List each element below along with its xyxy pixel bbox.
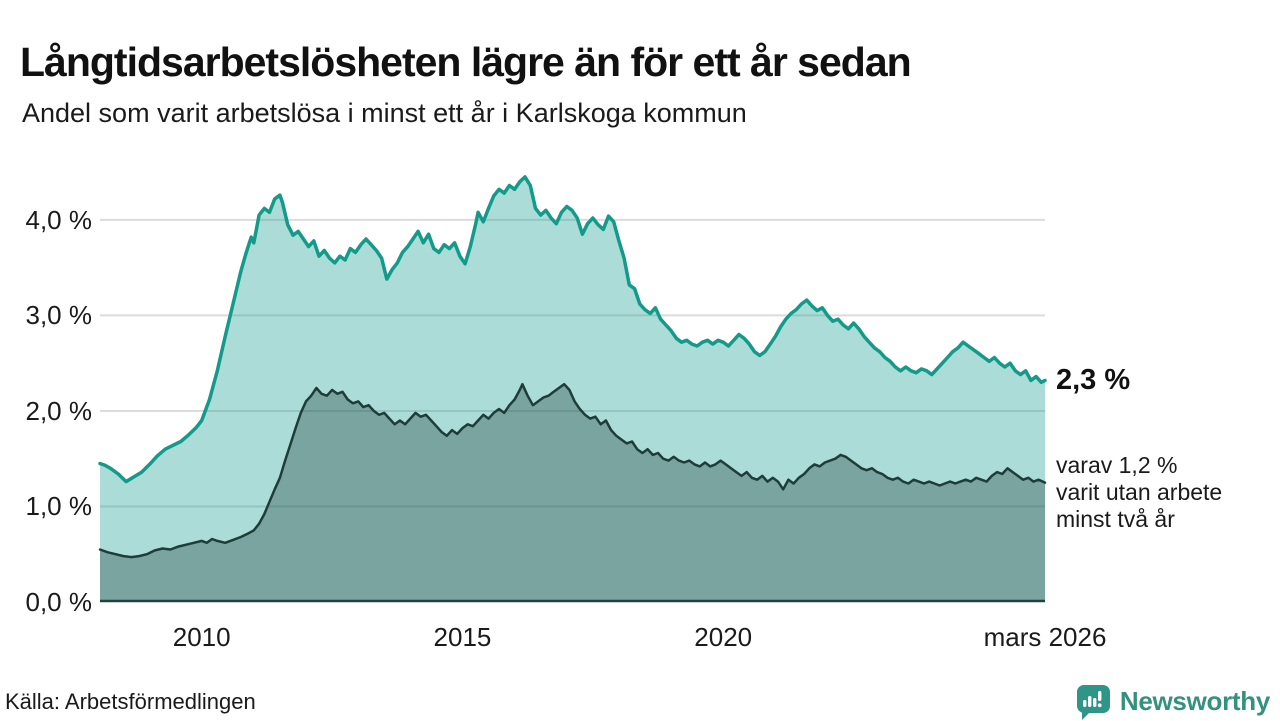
page-title: Långtidsarbetslösheten lägre än för ett … <box>20 39 912 86</box>
series-area-0 <box>100 176 1045 602</box>
x-tick-label: 2020 <box>694 622 753 652</box>
y-tick-label: 1,0 % <box>25 491 93 522</box>
end-value-label: 2,3 % <box>1056 364 1131 396</box>
x-tick-label: 2015 <box>433 622 492 652</box>
series-line-1 <box>98 382 1047 559</box>
area-chart <box>98 175 1047 603</box>
newsworthy-brand: Newsworthy <box>1075 681 1270 721</box>
end-annotation-line: minst två år <box>1056 506 1175 532</box>
series-area-1 <box>100 384 1045 602</box>
source-caption: Källa: Arbetsförmedlingen <box>5 689 256 714</box>
y-tick-label: 0,0 % <box>25 587 93 617</box>
chart-subtitle: Andel som varit arbetslösa i minst ett å… <box>22 98 747 128</box>
newsworthy-wordmark: Newsworthy <box>1119 685 1270 716</box>
y-tick-label: 2,0 % <box>25 395 93 426</box>
end-annotation: varav 1,2 % varit utan arbete minst två år <box>1056 452 1222 533</box>
end-annotation-line: varav 1,2 % <box>1056 452 1178 478</box>
end-annotation-line: varit utan arbete <box>1056 479 1223 505</box>
newsworthy-logo-icon <box>1076 684 1110 720</box>
y-tick-label: 3,0 % <box>25 300 93 331</box>
x-tick-label: mars 2026 <box>983 622 1107 652</box>
chart-plot-area: 0,0 % 1,0 % 2,0 % 3,0 % 4,0 % 2010 2015 2020 ma… <box>26 175 1106 652</box>
y-tick-label: 4,0 % <box>25 204 93 235</box>
series-line-0 <box>98 175 1047 484</box>
x-tick-label: 2010 <box>172 622 231 652</box>
